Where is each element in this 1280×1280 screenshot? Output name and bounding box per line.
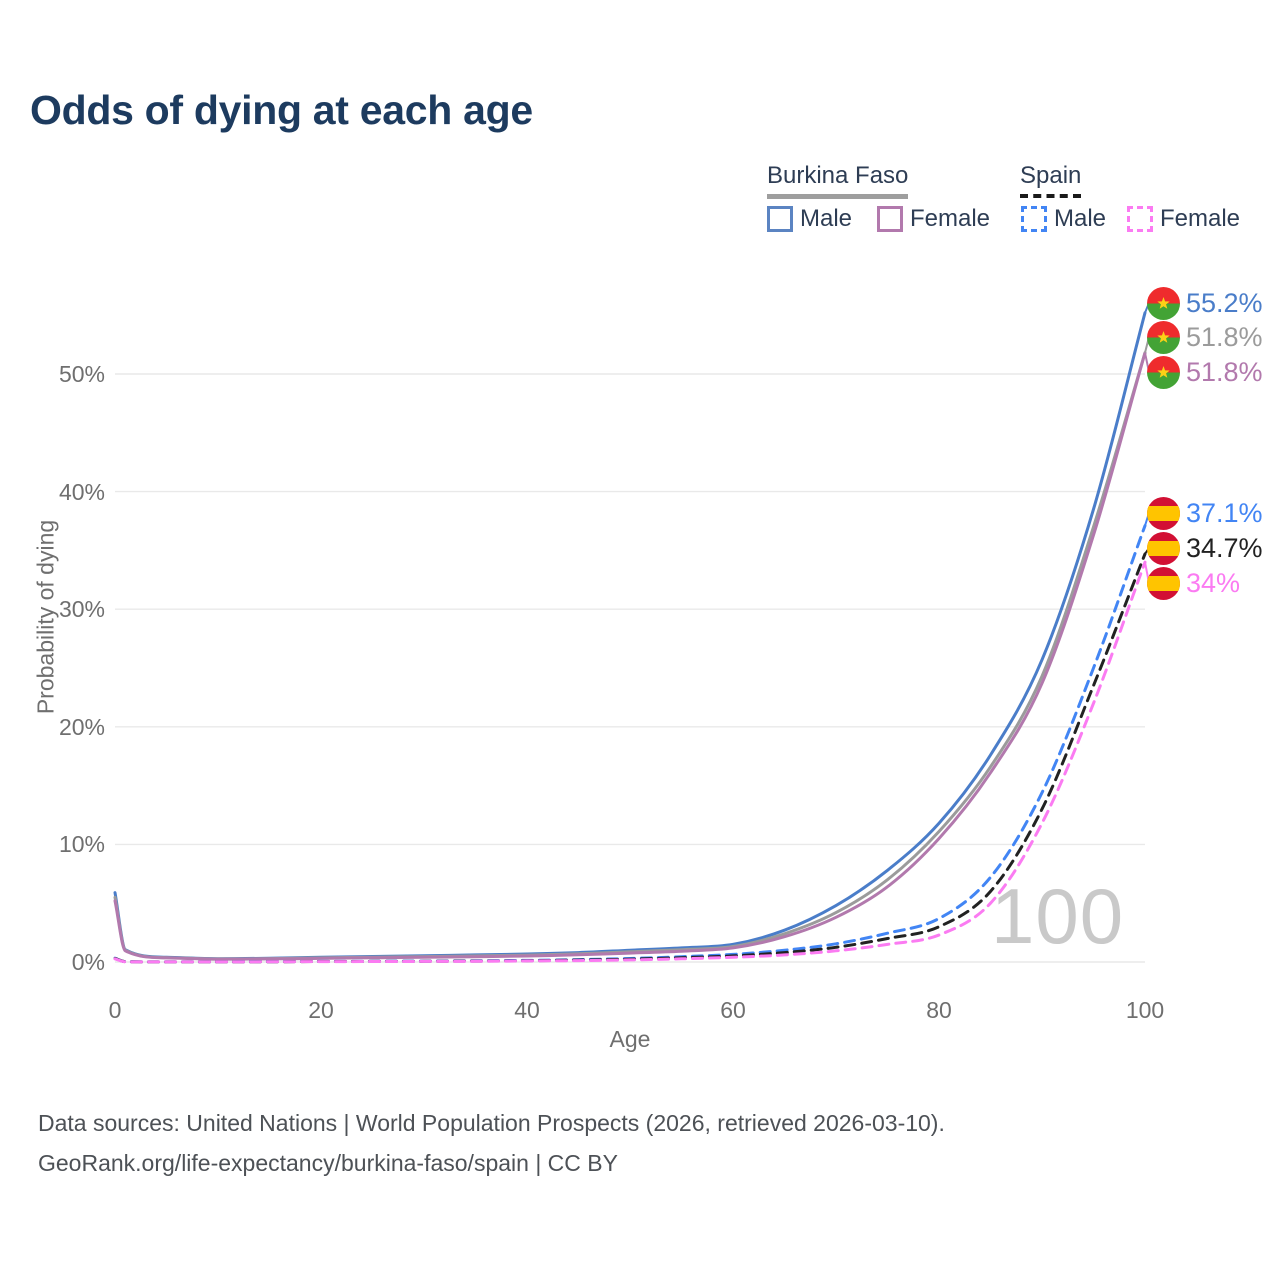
series-line-spain-male[interactable]	[113, 524, 1147, 964]
end-label-value: 51.8%	[1186, 321, 1263, 352]
legend-item-burkina-faso-male[interactable]: Male	[767, 204, 852, 234]
y-tick-label: 30%	[58, 596, 105, 623]
spain-flag-icon	[1147, 496, 1180, 530]
y-tick-label: 0%	[71, 949, 105, 975]
x-tick-label: 60	[720, 997, 746, 1023]
burkina-faso-flag-icon	[1147, 320, 1180, 354]
legend-group-burkina-faso: Burkina Faso	[767, 162, 909, 200]
series-line-burkina-faso-male[interactable]	[113, 311, 1147, 961]
x-axis-title: Age	[609, 1026, 651, 1052]
legend-item-burkina-faso-female[interactable]: Female	[877, 204, 990, 234]
footer-sources: Data sources: United Nations | World Pop…	[38, 1110, 945, 1136]
legend-label: Female	[1160, 205, 1241, 232]
end-label-spain-both: 34.7%	[1147, 531, 1263, 565]
legend-item-spain-male[interactable]: Male	[1021, 204, 1106, 234]
end-label-burkina-faso-both: 51.8%	[1147, 320, 1263, 354]
end-label-value: 34.7%	[1186, 532, 1263, 563]
series-line-spain-both[interactable]	[113, 552, 1147, 964]
legend-swatch-solid-icon	[877, 206, 903, 232]
x-tick-label: 20	[308, 997, 334, 1023]
spain-flag-icon	[1147, 531, 1180, 565]
y-tick-label: 50%	[58, 361, 105, 387]
age-watermark: 100	[991, 872, 1125, 960]
series-line-spain-female[interactable]	[113, 560, 1147, 964]
legend-swatch-dashed-icon	[1127, 206, 1153, 232]
burkina-faso-flag-icon	[1147, 355, 1180, 389]
y-tick-label: 10%	[58, 831, 105, 858]
end-label-value: 34%	[1186, 567, 1241, 598]
footer: Data sources: United Nations | World Pop…	[38, 1103, 945, 1183]
legend-label: Male	[800, 205, 853, 232]
x-tick-label: 80	[926, 997, 952, 1023]
legend-item-spain-female[interactable]: Female	[1127, 204, 1240, 234]
end-label-burkina-faso-female: 51.8%	[1147, 355, 1263, 389]
end-label-spain-female: 34%	[1147, 566, 1240, 600]
page-title: Odds of dying at each age	[30, 87, 533, 133]
footer-attribution: GeoRank.org/life-expectancy/burkina-faso…	[38, 1150, 618, 1176]
y-tick-label: 20%	[58, 713, 105, 740]
legend-group-spain: Spain	[1020, 162, 1082, 199]
burkina-faso-flag-icon	[1147, 286, 1180, 320]
legend-swatch-dashed-icon	[1021, 206, 1047, 232]
y-tick-label: 40%	[58, 478, 105, 505]
end-label-value: 55.2%	[1186, 287, 1263, 318]
x-tick-label: 40	[514, 997, 540, 1023]
spain-flag-icon	[1147, 566, 1180, 600]
end-label-burkina-faso-male: 55.2%	[1147, 286, 1263, 320]
end-label-spain-male: 37.1%	[1147, 496, 1263, 530]
x-tick-label: 0	[108, 997, 122, 1023]
end-label-value: 37.1%	[1186, 497, 1263, 528]
legend-swatch-solid-icon	[767, 206, 793, 232]
series-line-burkina-faso-both[interactable]	[113, 351, 1147, 961]
legend-label: Female	[910, 205, 991, 232]
x-tick-label: 100	[1125, 997, 1165, 1023]
series-line-burkina-faso-female[interactable]	[113, 351, 1147, 961]
legend-label: Male	[1054, 205, 1107, 232]
end-label-value: 51.8%	[1186, 356, 1263, 387]
